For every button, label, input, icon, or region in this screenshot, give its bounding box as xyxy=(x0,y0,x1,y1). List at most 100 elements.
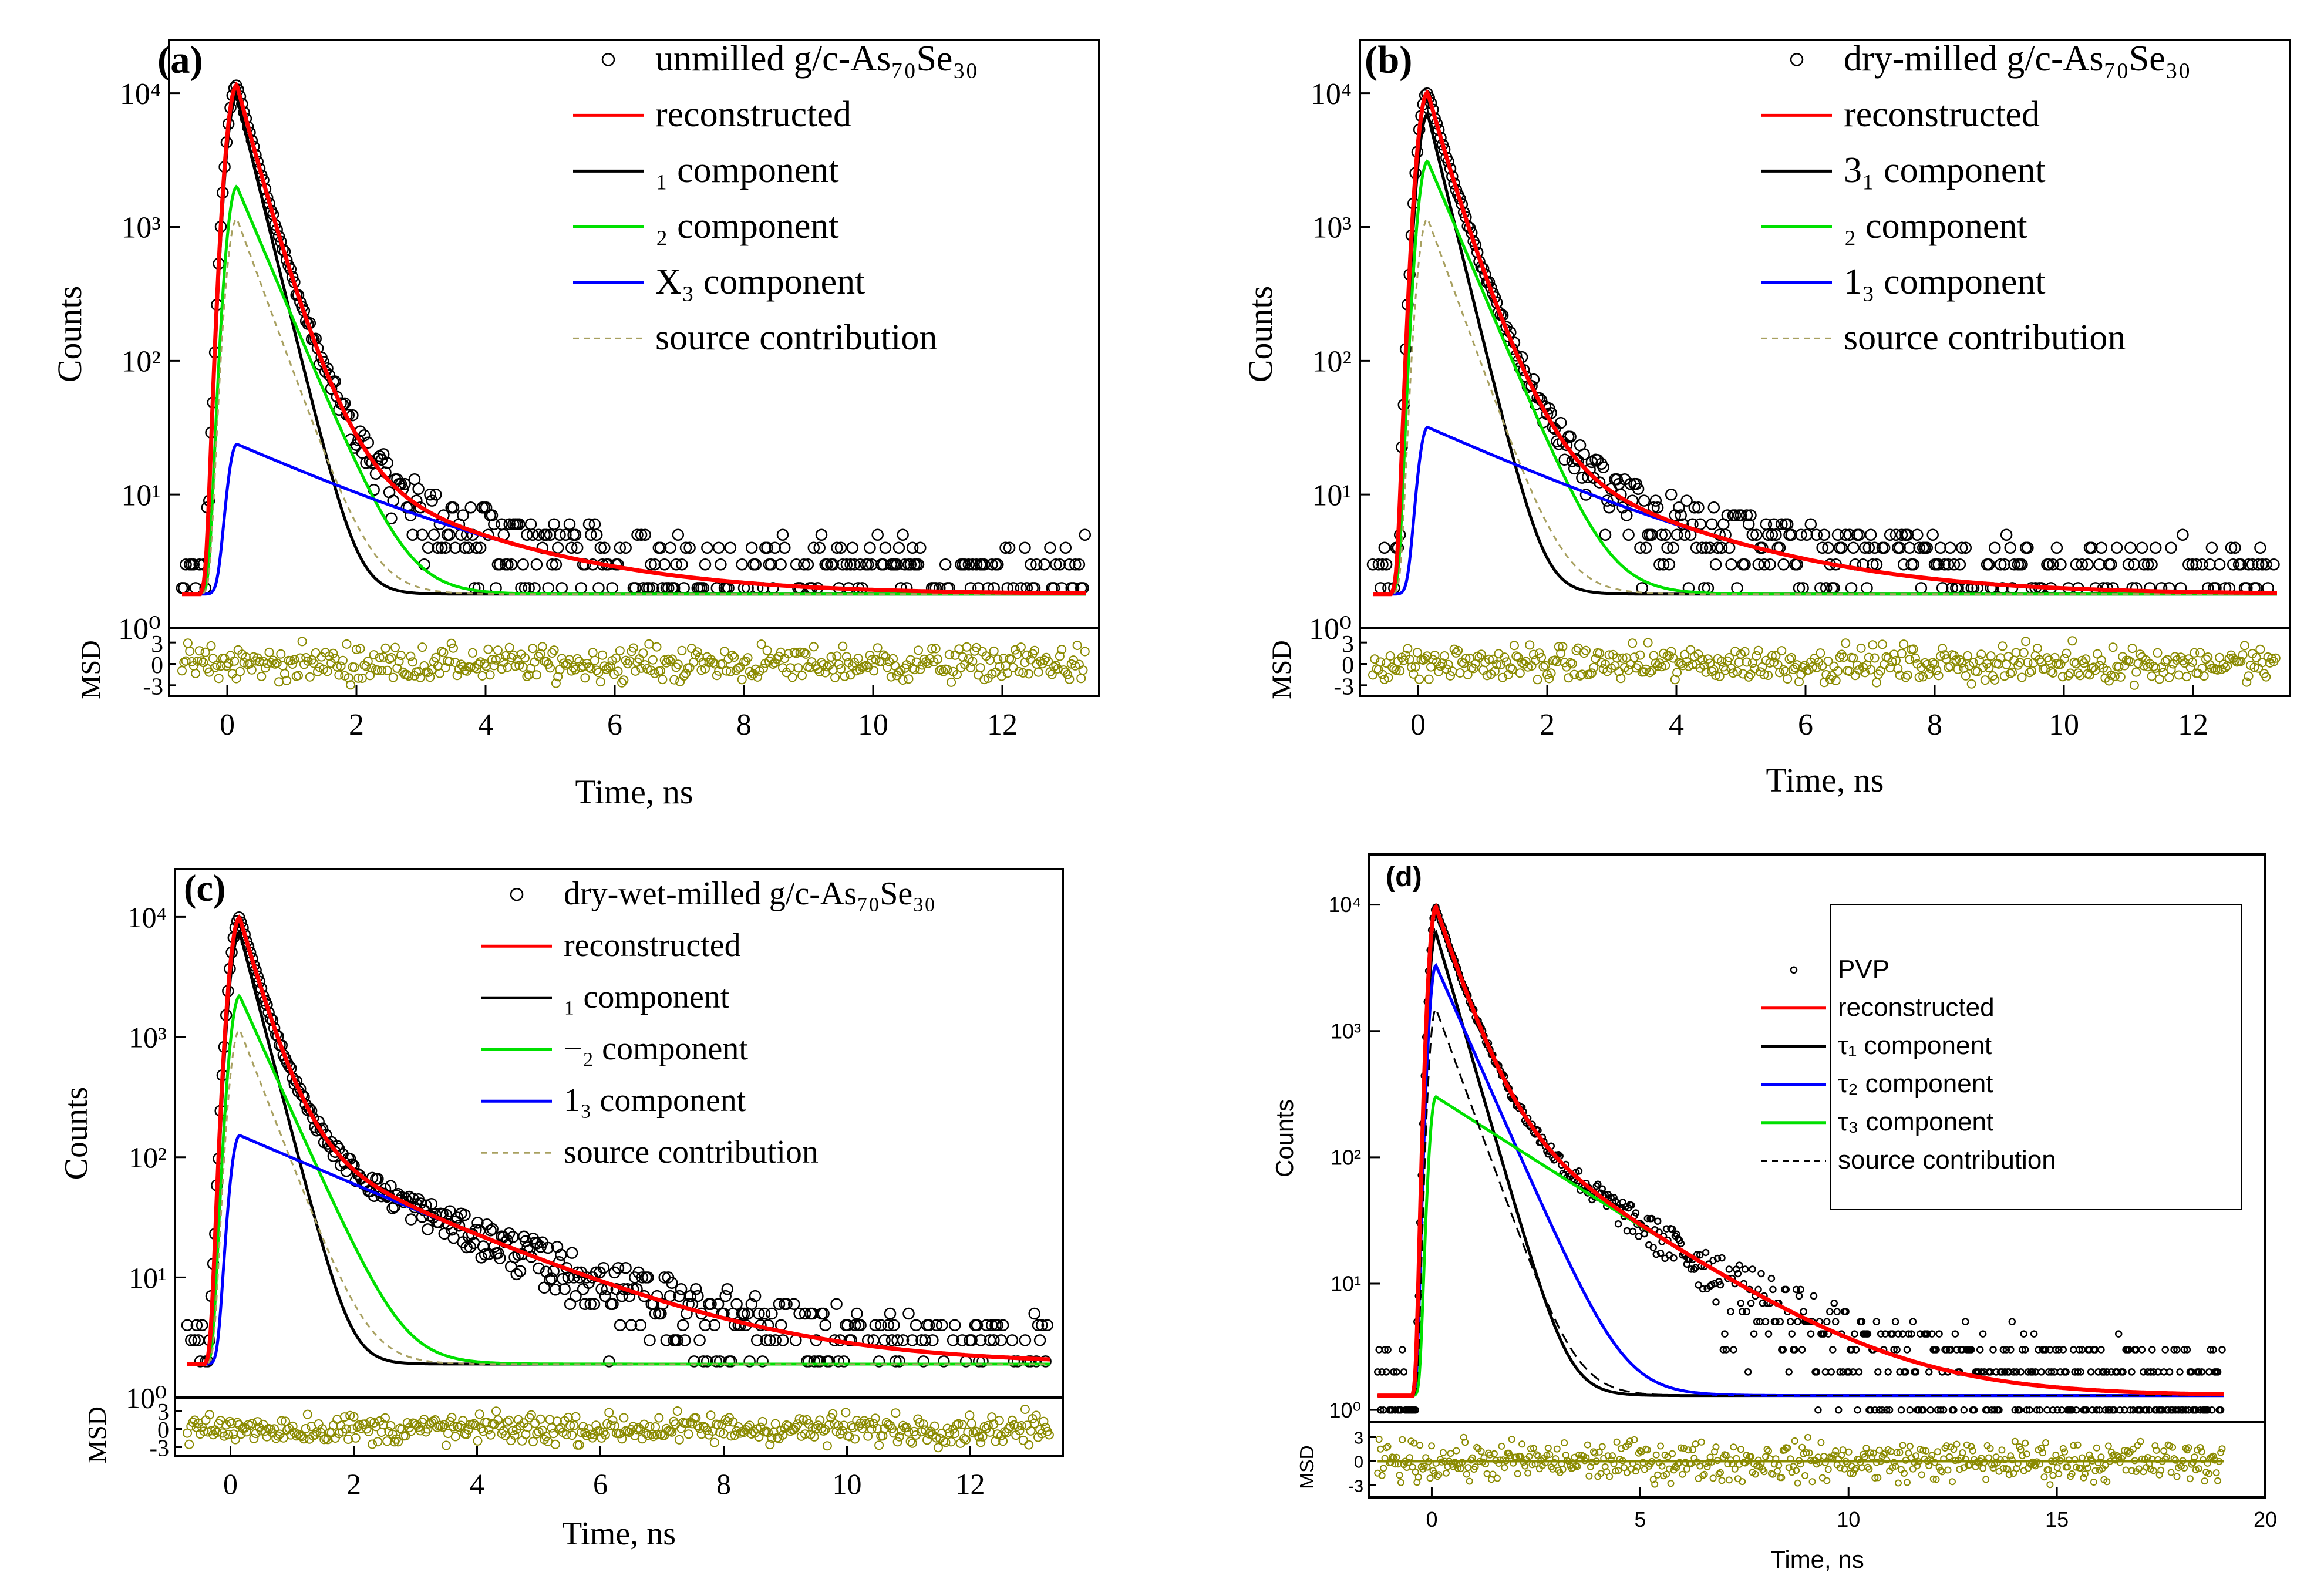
residual-point xyxy=(1711,1448,1718,1456)
data-point xyxy=(848,558,861,571)
data-point xyxy=(564,1298,577,1311)
x-tick-label: 12 xyxy=(956,1467,985,1500)
residual-point xyxy=(373,665,383,675)
residual-point xyxy=(382,1436,392,1446)
residual-point xyxy=(1784,654,1794,664)
data-point xyxy=(493,558,506,571)
residual-point xyxy=(1760,1468,1768,1476)
data-point xyxy=(865,558,878,571)
residual-point xyxy=(1984,663,1994,673)
x-tick-label: 5 xyxy=(1634,1507,1646,1531)
residual-point xyxy=(2068,1470,2076,1477)
data-point xyxy=(416,528,429,541)
residual-point xyxy=(528,644,538,654)
residual-point xyxy=(1680,1445,1688,1452)
data-point xyxy=(830,1298,843,1311)
residual-point xyxy=(1880,1450,1888,1458)
residual-point xyxy=(1378,1472,1386,1479)
residual-point xyxy=(1026,655,1036,665)
residual-point xyxy=(473,1436,483,1446)
residual-point xyxy=(223,1429,233,1439)
data-point xyxy=(1831,528,1844,541)
residual-point xyxy=(504,642,514,652)
data-point xyxy=(491,1247,504,1260)
data-point xyxy=(2004,541,2016,554)
residual-point xyxy=(1399,1436,1406,1443)
data-point xyxy=(2164,1406,2172,1414)
data-point xyxy=(2075,1346,2083,1354)
residual-point xyxy=(1451,648,1461,658)
residual-point xyxy=(1498,1442,1505,1450)
residual-point xyxy=(2007,1452,2015,1460)
data-point xyxy=(1680,494,1693,507)
residual-point xyxy=(421,1427,431,1437)
residual-point xyxy=(349,1412,359,1422)
residual-point xyxy=(1546,668,1556,678)
data-point xyxy=(891,1334,904,1346)
residual-point xyxy=(648,655,658,665)
data-point xyxy=(1861,582,1873,594)
data-point xyxy=(1390,1368,1397,1376)
residual-point xyxy=(950,650,960,660)
residual-point xyxy=(922,1435,932,1445)
x-tick-label: 8 xyxy=(1927,708,1942,742)
data-point xyxy=(1944,541,1956,554)
residual-point xyxy=(311,648,321,658)
data-point xyxy=(619,1261,632,1274)
data-point xyxy=(1558,453,1571,466)
data-point xyxy=(2182,1406,2190,1414)
residual-point xyxy=(1556,648,1566,658)
residual-point xyxy=(526,1410,536,1420)
data-point xyxy=(1576,472,1588,484)
data-point xyxy=(1709,558,1722,571)
data-point xyxy=(1032,1319,1045,1332)
residual-point xyxy=(1817,661,1827,671)
data-point xyxy=(897,528,909,541)
residual-point xyxy=(228,1429,238,1439)
residual-point xyxy=(415,672,425,682)
data-point xyxy=(1761,1318,1770,1326)
residual-point xyxy=(1416,1442,1424,1449)
curve-source xyxy=(187,1028,1050,1365)
residual-point xyxy=(1558,642,1568,652)
data-point xyxy=(548,518,560,530)
data-point xyxy=(1884,1368,1892,1376)
residual-point xyxy=(1595,1448,1603,1456)
legend-symbol-data xyxy=(1790,53,1804,66)
residual-point xyxy=(452,671,462,681)
y-tick-label: 10² xyxy=(129,1141,167,1174)
residual-point xyxy=(406,651,416,661)
data-point xyxy=(1744,509,1757,521)
data-point xyxy=(1707,501,1720,514)
residual-point xyxy=(1951,655,1961,665)
residual-point xyxy=(2173,1473,2181,1480)
residual-point xyxy=(1499,1456,1507,1464)
data-point xyxy=(892,541,905,554)
residual-point xyxy=(870,1413,880,1423)
data-point xyxy=(427,528,440,541)
data-point xyxy=(799,1307,811,1320)
residual-point xyxy=(1763,671,1773,680)
residual-point xyxy=(1734,658,1744,667)
residual-point xyxy=(1866,665,1876,675)
residual-point xyxy=(1020,1405,1030,1414)
residual-point xyxy=(1966,679,1976,689)
data-point xyxy=(2095,541,2108,554)
residual-point xyxy=(822,1441,832,1451)
data-point xyxy=(1665,488,1678,501)
data-point xyxy=(2186,558,2199,571)
residual-point xyxy=(1823,657,1833,666)
data-point xyxy=(2148,1346,2156,1354)
residual-point xyxy=(1507,665,1517,675)
y-tick-label: 10¹ xyxy=(1331,1272,1361,1296)
data-point xyxy=(1833,1308,1841,1315)
residual-point xyxy=(1658,1462,1666,1470)
x-tick-label: 0 xyxy=(1410,708,1426,742)
y-axis-label: Counts xyxy=(1271,1099,1298,1177)
residual-point xyxy=(2050,652,2060,662)
residual-point xyxy=(793,663,803,673)
residual-point xyxy=(1501,1464,1508,1472)
residual-point xyxy=(2203,652,2213,662)
data-point xyxy=(386,1202,399,1214)
data-point xyxy=(1059,541,1072,554)
